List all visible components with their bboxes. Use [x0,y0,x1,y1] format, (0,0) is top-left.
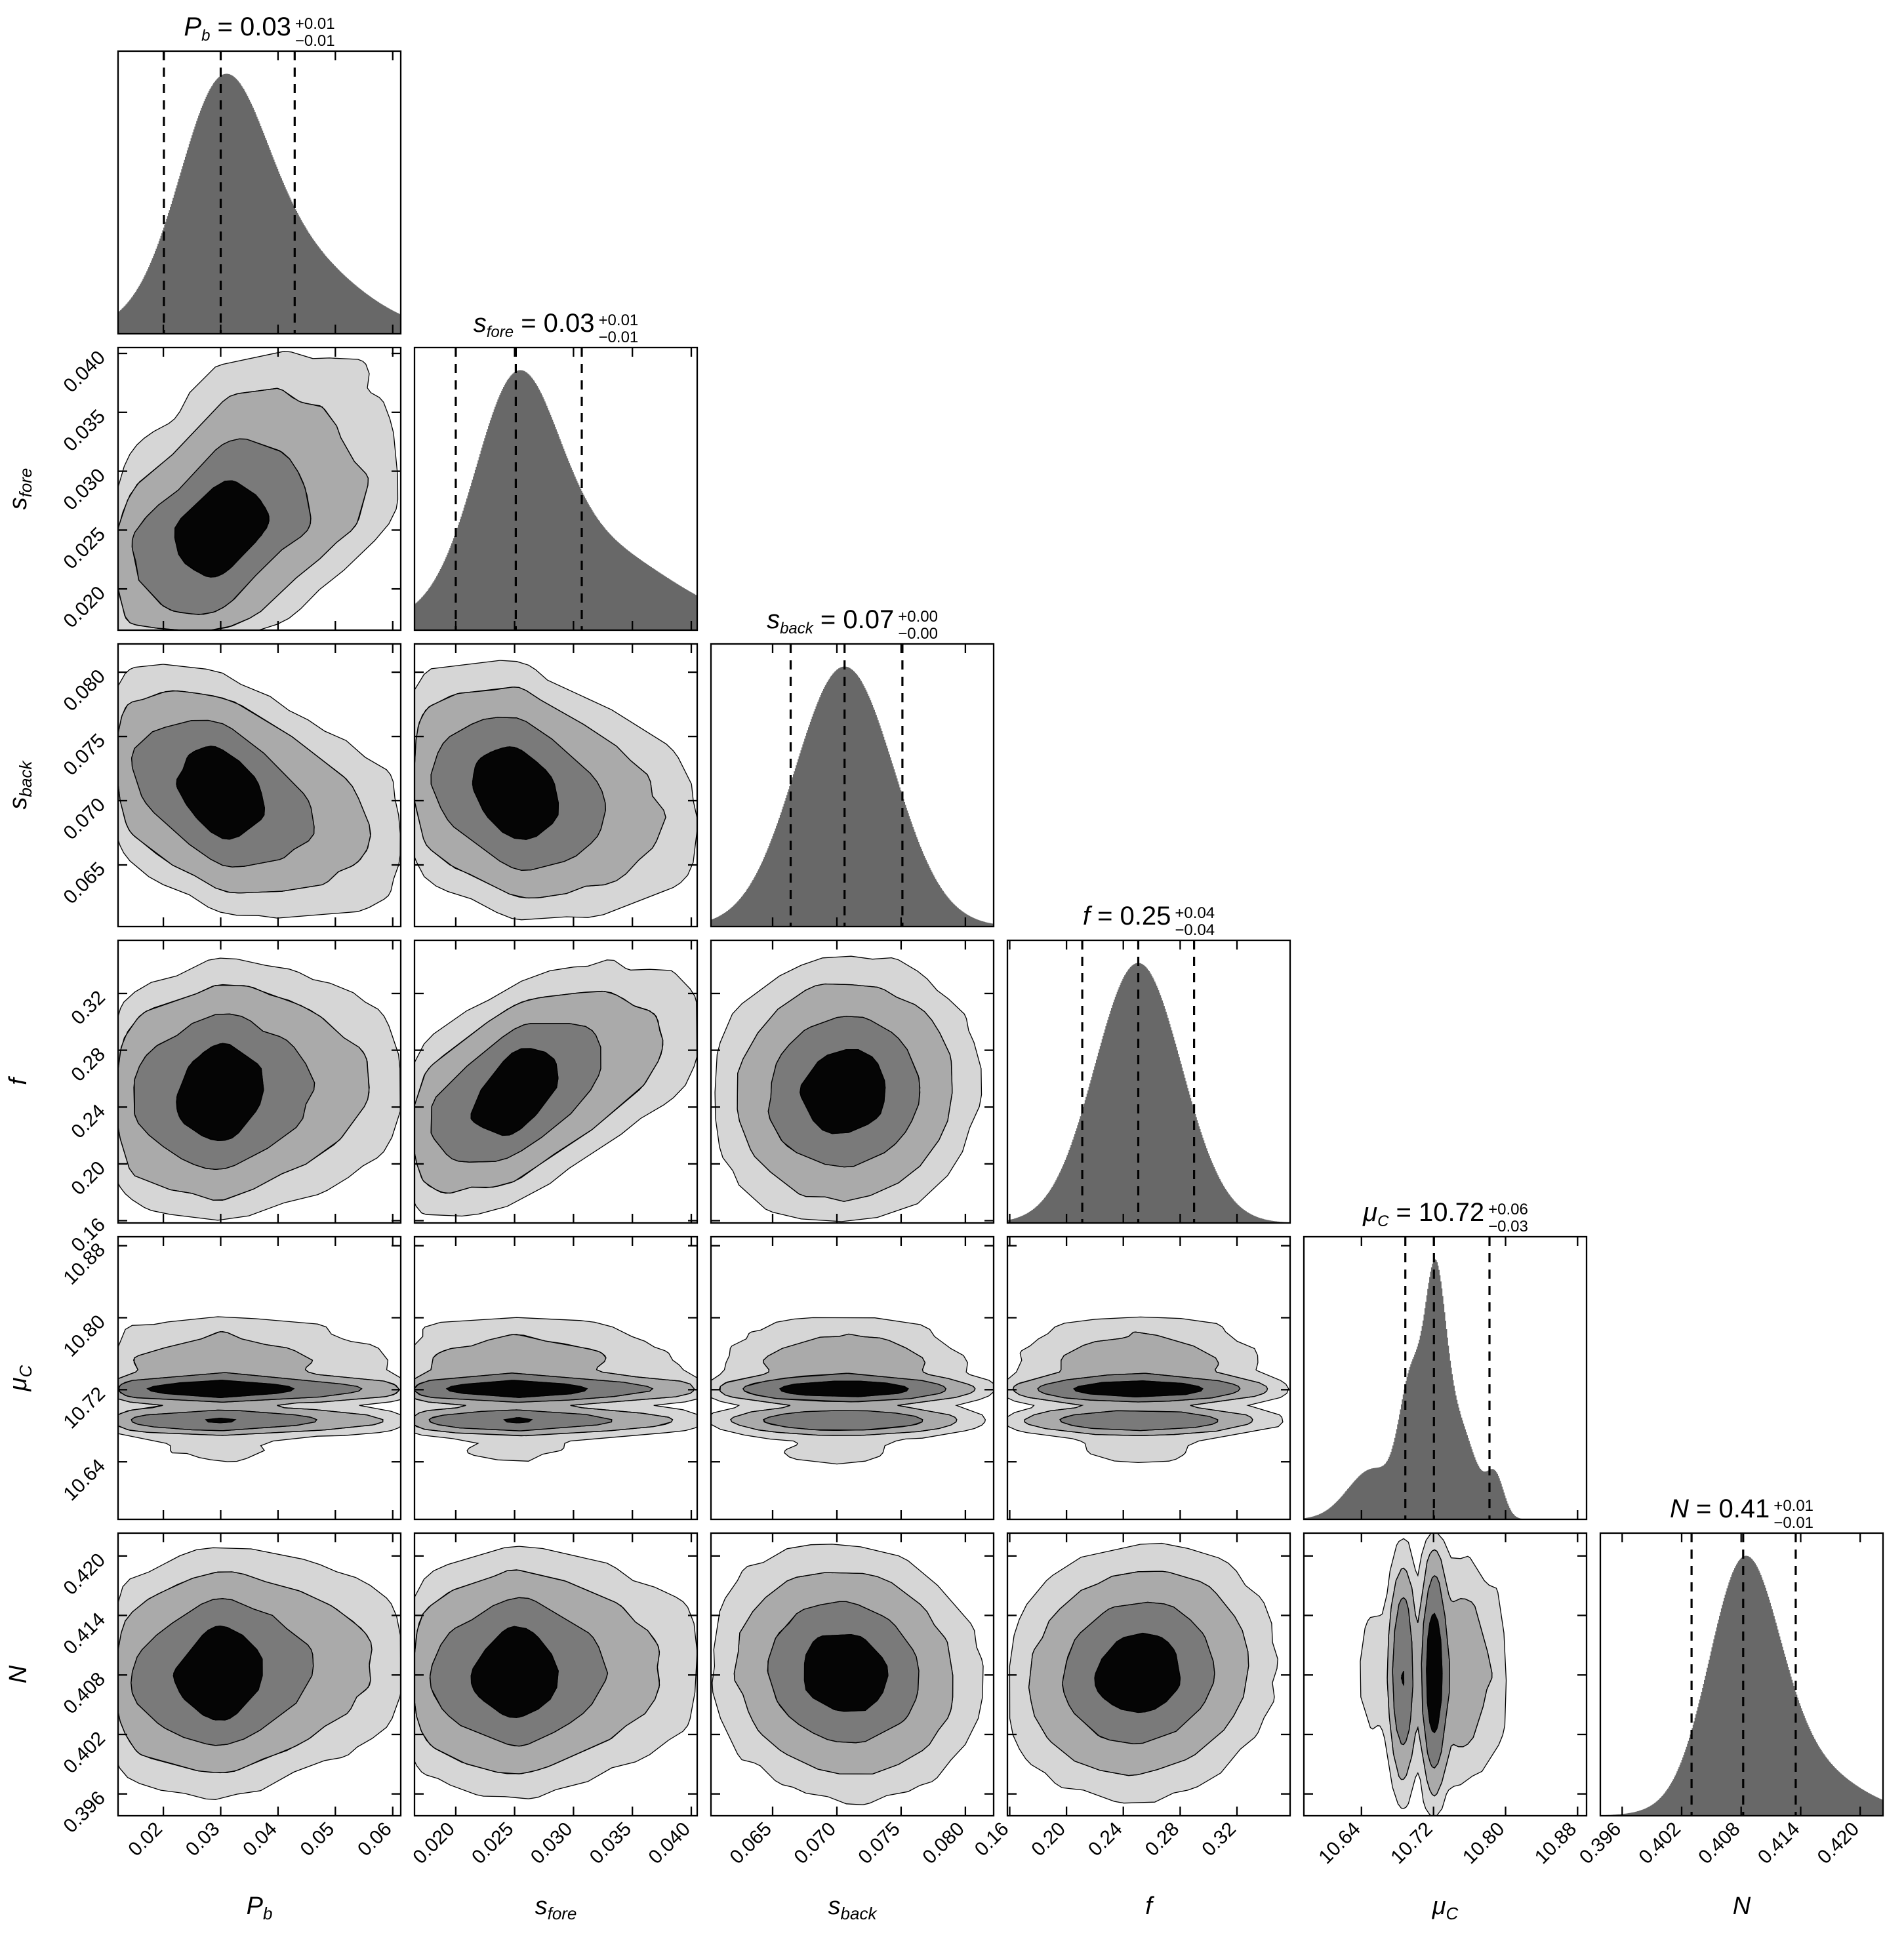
svg-text:+0.01−0.01: +0.01 −0.01 [295,15,335,50]
svg-text:+0.06−0.03: +0.06 −0.03 [1488,1201,1528,1235]
svg-text:Pb = 0.03: Pb = 0.03 [184,12,291,45]
svg-text:+0.01−0.01: +0.01 −0.01 [599,311,639,346]
svg-text:+0.04−0.04: +0.04 −0.04 [1175,904,1215,939]
svg-text:+0.01−0.01: +0.01 −0.01 [1773,1497,1813,1532]
svg-text:N = 0.41: N = 0.41 [1670,1494,1770,1523]
svg-text:+0.00−0.00: +0.00 −0.00 [898,608,938,643]
svg-text:N: N [5,1665,32,1683]
svg-text:f = 0.25: f = 0.25 [1083,902,1171,930]
svg-text:N: N [1733,1892,1751,1920]
